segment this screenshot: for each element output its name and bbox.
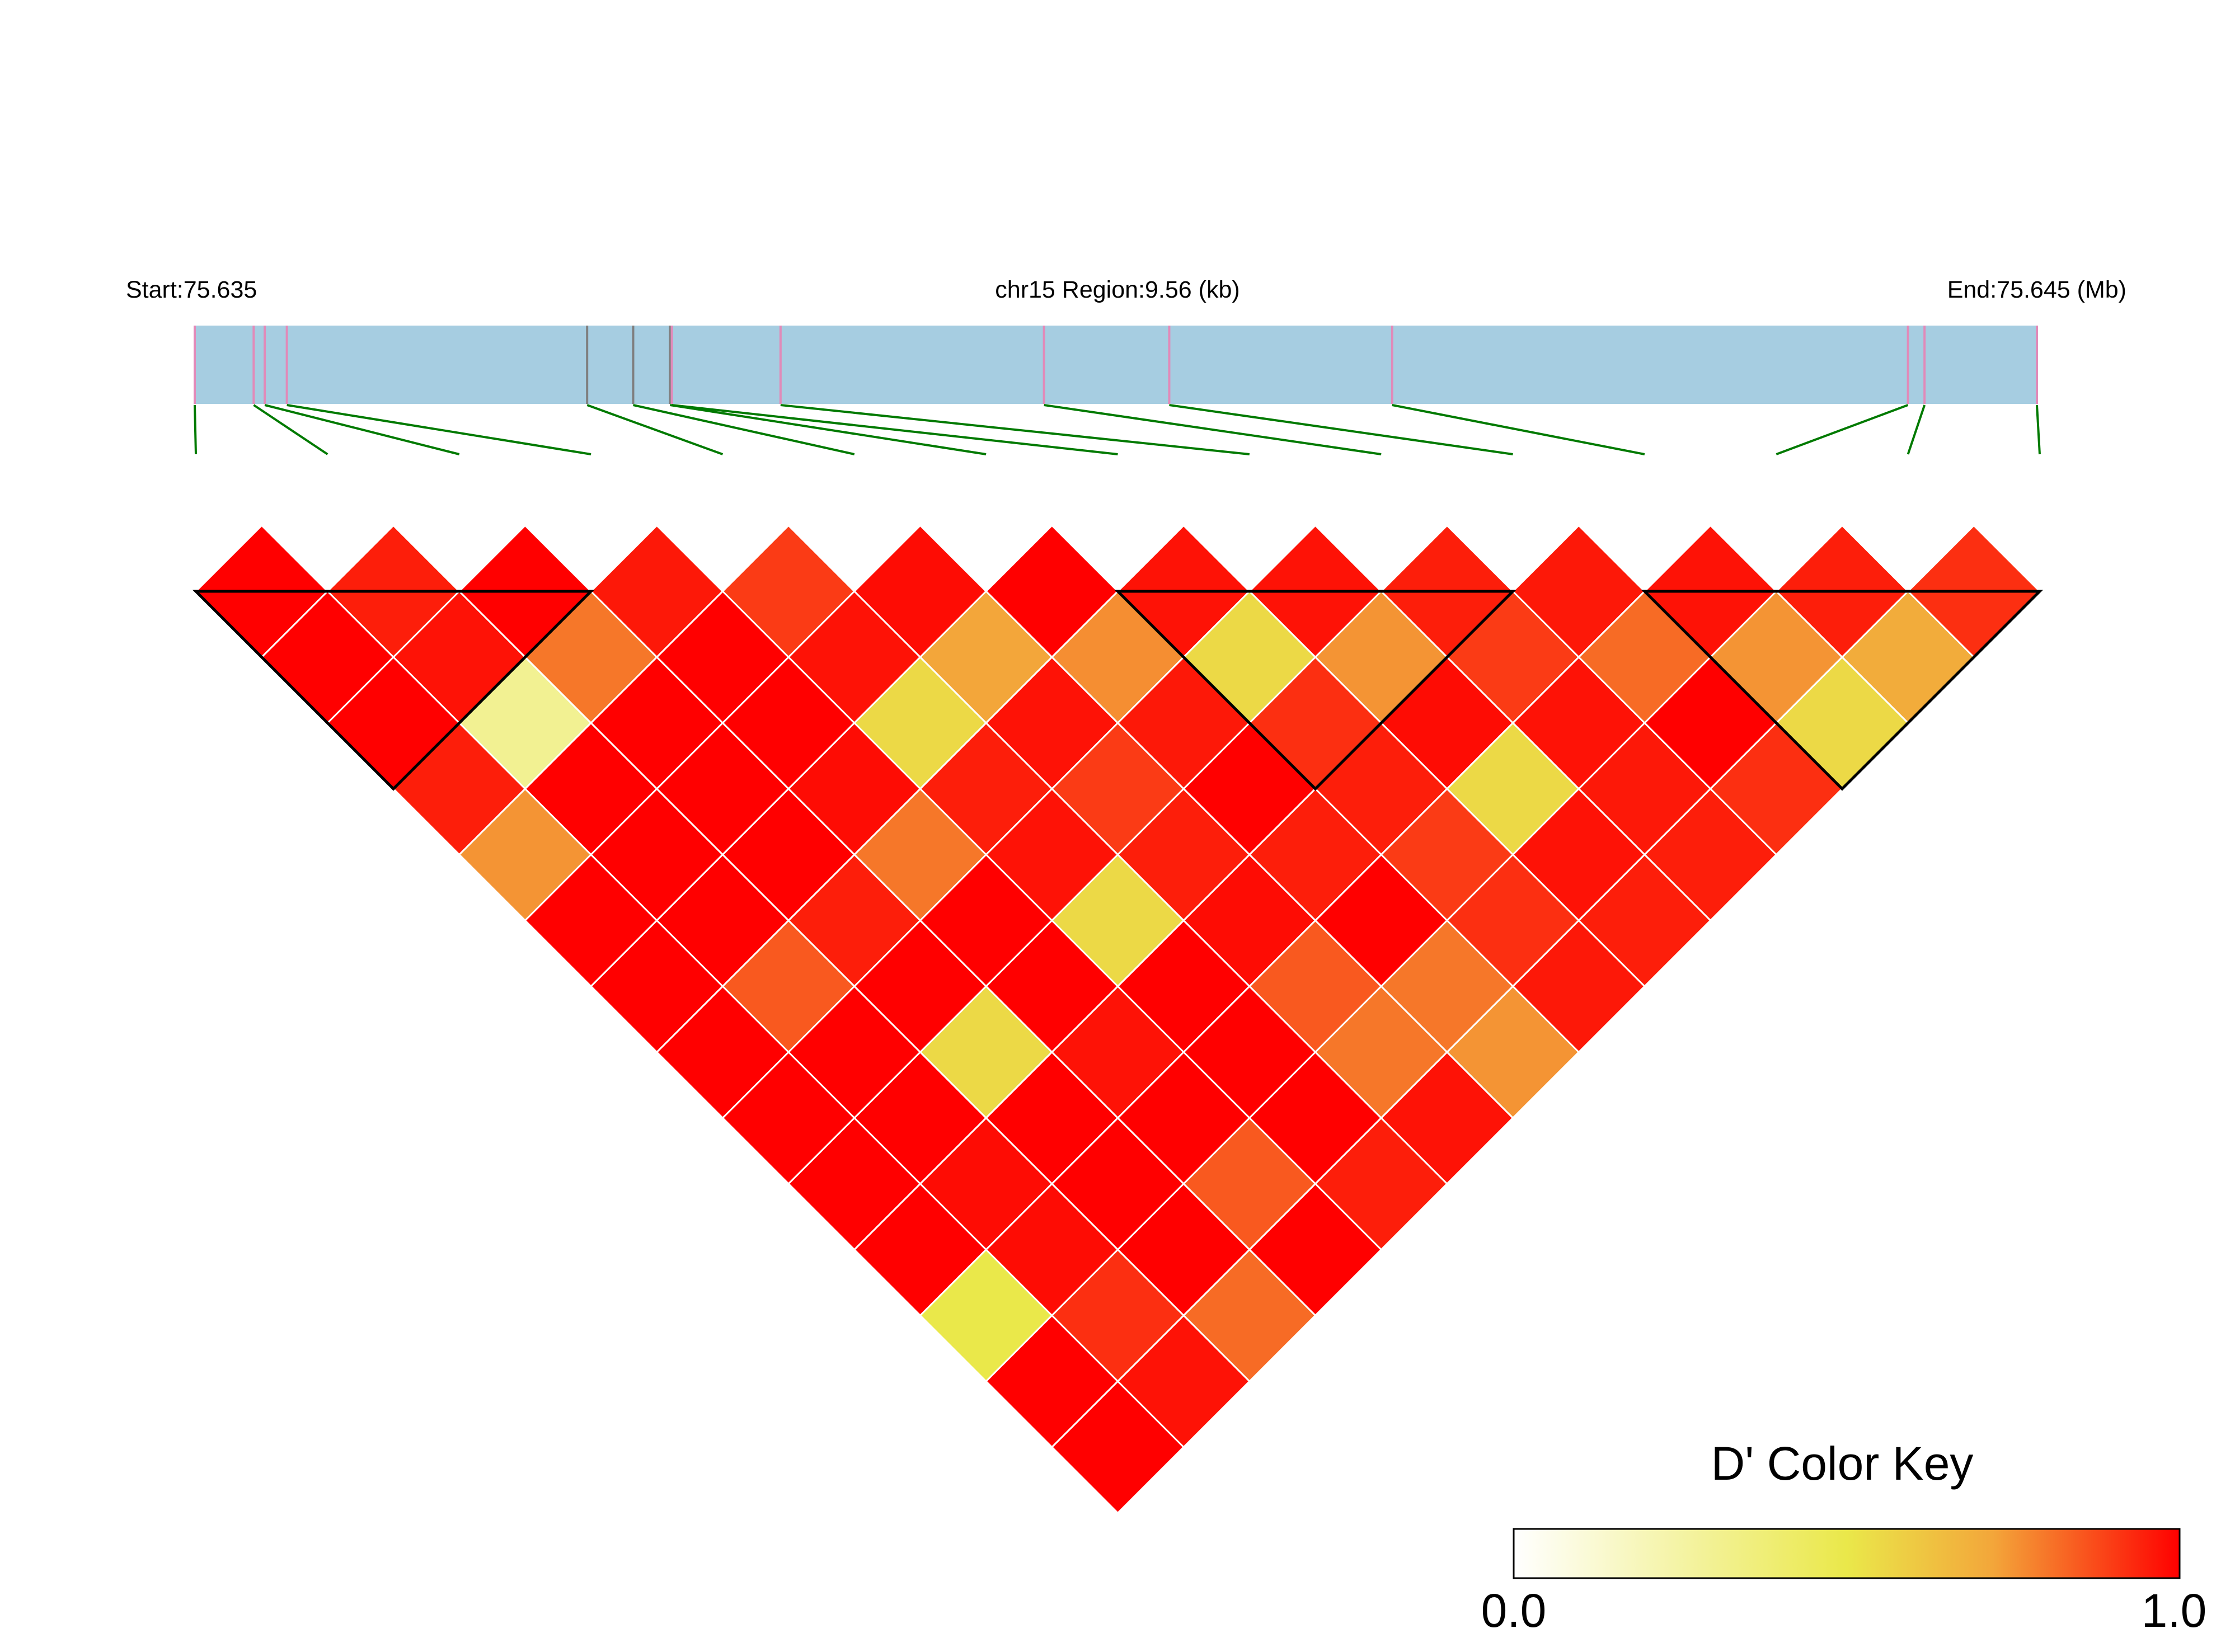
snp-connector-lines	[194, 404, 2041, 455]
snp-connector-line	[2036, 404, 2041, 455]
snp-connector-line	[253, 404, 328, 455]
color-key-max-label: 1.0	[2142, 1584, 2207, 1637]
snp-position-ticks	[194, 326, 2038, 404]
start-label: Start:75.635	[126, 276, 257, 303]
region-bar	[195, 326, 2037, 404]
snp-connector-line	[672, 404, 1118, 455]
haplotype-block-outline	[1641, 590, 2044, 791]
haplotype-blocks	[192, 590, 2044, 791]
snp-connector-line	[586, 404, 724, 455]
snp-connector-line	[1907, 404, 1926, 455]
snp-connector-line	[264, 404, 460, 455]
snp-connector-line	[633, 404, 855, 455]
snp-connector-line	[1392, 404, 1645, 455]
color-key-title: D' Color Key	[1711, 1437, 1974, 1490]
snp-connector-line	[1044, 404, 1382, 455]
ld-cell	[1050, 1380, 1185, 1514]
haplotype-block-outline	[1114, 590, 1516, 791]
snp-connector-line	[670, 404, 987, 455]
snp-connector-line	[780, 404, 1250, 455]
color-key-gradient	[1513, 1528, 2181, 1579]
snp-connector-line	[1776, 404, 1909, 455]
color-key-min-label: 0.0	[1481, 1584, 1547, 1637]
region-label: chr15 Region:9.56 (kb)	[995, 276, 1239, 303]
ld-cells	[194, 524, 2041, 1514]
snp-connector-line	[1169, 404, 1513, 455]
snp-connector-line	[194, 404, 197, 455]
snp-connector-line	[287, 404, 591, 455]
end-label: End:75.645 (Mb)	[1947, 276, 2126, 303]
haplotype-block-outline	[192, 590, 595, 791]
